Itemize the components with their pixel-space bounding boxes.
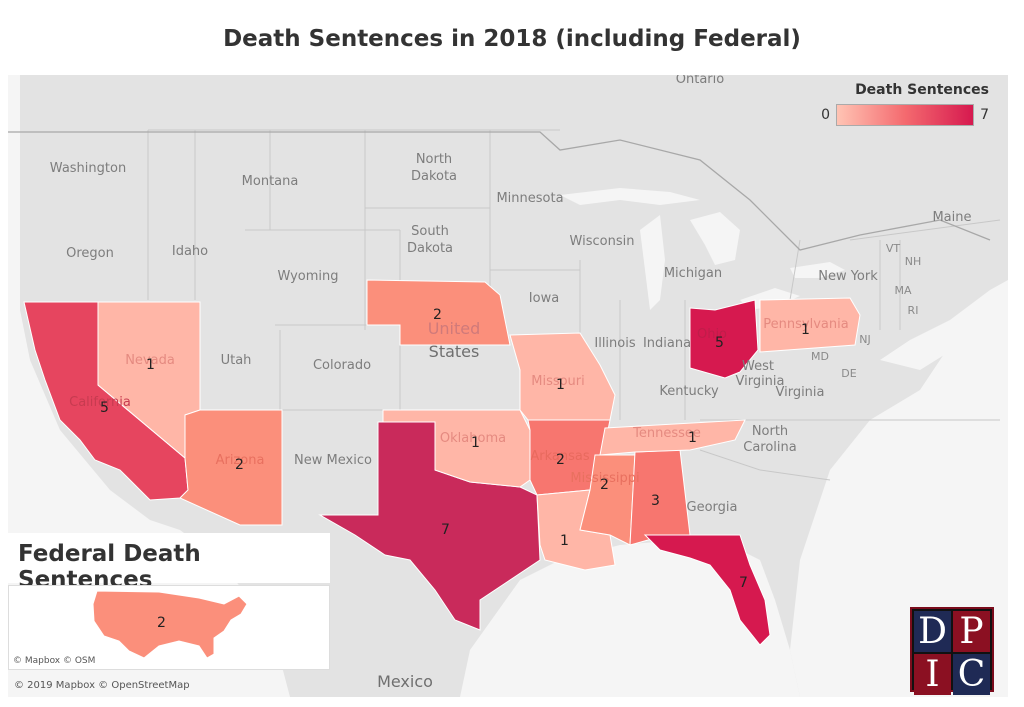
label-oregon: Oregon bbox=[66, 246, 114, 261]
label-montana: Montana bbox=[242, 174, 299, 189]
state-oklahoma[interactable] bbox=[382, 409, 531, 488]
label-utah: Utah bbox=[221, 353, 252, 368]
value-labels: 5 1 2 2 7 1 1 2 1 2 3 1 7 5 1 bbox=[100, 307, 810, 591]
label-ma: MA bbox=[894, 284, 911, 297]
label-colorado: Colorado bbox=[313, 358, 371, 373]
value-arizona: 2 bbox=[235, 457, 244, 473]
legend-bar: 0 7 bbox=[819, 104, 989, 126]
federal-inset-map[interactable]: 2 © Mapbox © OSM bbox=[8, 585, 330, 670]
label-washington: Washington bbox=[50, 161, 126, 176]
label-wyoming: Wyoming bbox=[277, 269, 338, 284]
legend-max: 7 bbox=[980, 107, 989, 123]
label-ontario: Ontario bbox=[676, 75, 724, 87]
value-pennsylvania: 1 bbox=[801, 322, 810, 338]
dpic-logo: D P I C bbox=[910, 607, 994, 695]
inset-credit: © Mapbox © OSM bbox=[13, 656, 96, 666]
label-north-carolina-2: Carolina bbox=[743, 440, 797, 455]
label-iowa: Iowa bbox=[529, 291, 559, 306]
label-georgia: Georgia bbox=[687, 500, 738, 515]
label-illinois: Illinois bbox=[594, 336, 635, 351]
federal-us-shape[interactable] bbox=[92, 590, 248, 659]
label-arkansas: Arkansas bbox=[530, 449, 589, 464]
label-south-dakota: South bbox=[411, 224, 449, 239]
label-arizona: Arizona bbox=[216, 453, 265, 468]
label-new-york: New York bbox=[818, 269, 878, 284]
value-oklahoma: 1 bbox=[471, 435, 480, 451]
label-vt: VT bbox=[886, 242, 901, 255]
label-united-states: United bbox=[428, 319, 481, 338]
label-united-states-2: States bbox=[429, 342, 480, 361]
map-title: Death Sentences in 2018 (including Feder… bbox=[223, 26, 801, 52]
state-ohio[interactable] bbox=[689, 299, 759, 379]
label-kentucky: Kentucky bbox=[659, 384, 719, 399]
label-north-dakota: North bbox=[416, 152, 452, 167]
value-texas: 7 bbox=[441, 522, 450, 538]
label-minnesota: Minnesota bbox=[496, 191, 563, 206]
label-ohio: Ohio bbox=[697, 327, 727, 342]
label-california: California bbox=[69, 395, 131, 410]
value-ohio: 5 bbox=[715, 335, 724, 351]
federal-title-box: Federal Death Sentences bbox=[8, 533, 330, 593]
label-mexico: Mexico bbox=[377, 672, 433, 691]
value-tennessee: 1 bbox=[688, 430, 697, 446]
value-louisiana: 1 bbox=[560, 533, 569, 549]
value-nebraska: 2 bbox=[433, 307, 442, 323]
label-west-virginia: West bbox=[742, 359, 774, 374]
legend-min: 0 bbox=[821, 107, 831, 123]
logo-letter-p: P bbox=[953, 611, 990, 652]
logo-letter-i: I bbox=[914, 654, 951, 695]
label-nevada: Nevada bbox=[125, 353, 175, 368]
label-wisconsin: Wisconsin bbox=[570, 234, 635, 249]
value-california: 5 bbox=[100, 400, 109, 416]
value-missouri: 1 bbox=[556, 377, 565, 393]
label-nh: NH bbox=[905, 255, 922, 268]
state-alabama[interactable] bbox=[629, 449, 691, 546]
legend-title: Death Sentences bbox=[855, 82, 989, 98]
logo-letter-c: C bbox=[953, 654, 990, 695]
label-virginia: Virginia bbox=[775, 385, 824, 400]
value-alabama: 3 bbox=[651, 493, 660, 509]
label-oklahoma: Oklahoma bbox=[440, 431, 506, 446]
label-pennsylvania: Pennsylvania bbox=[763, 317, 848, 332]
value-florida: 7 bbox=[739, 575, 748, 591]
state-nebraska[interactable] bbox=[366, 279, 511, 346]
federal-value: 2 bbox=[157, 615, 166, 631]
label-south-dakota-2: Dakota bbox=[407, 241, 453, 256]
label-missouri: Missouri bbox=[531, 374, 585, 389]
logo-letter-d: D bbox=[914, 611, 951, 652]
label-tennessee: Tennessee bbox=[632, 426, 701, 441]
label-de: DE bbox=[841, 367, 856, 380]
state-tennessee[interactable] bbox=[599, 419, 746, 456]
label-md: MD bbox=[811, 350, 829, 363]
label-new-mexico: New Mexico bbox=[294, 453, 372, 468]
label-west-virginia-2: Virginia bbox=[735, 374, 784, 389]
label-ri: RI bbox=[908, 304, 919, 317]
label-north-dakota-2: Dakota bbox=[411, 169, 457, 184]
label-nj: NJ bbox=[859, 333, 870, 346]
value-nevada: 1 bbox=[146, 357, 155, 373]
legend: Death Sentences 0 7 bbox=[819, 82, 989, 126]
label-mississippi: Mississippi bbox=[570, 471, 639, 486]
state-pennsylvania[interactable] bbox=[759, 297, 861, 353]
state-florida[interactable] bbox=[643, 534, 771, 646]
legend-gradient bbox=[836, 104, 975, 126]
label-indiana: Indiana bbox=[643, 336, 691, 351]
value-arkansas: 2 bbox=[556, 452, 565, 468]
label-idaho: Idaho bbox=[172, 244, 208, 259]
label-north-carolina: North bbox=[752, 424, 788, 439]
label-michigan: Michigan bbox=[664, 266, 722, 281]
label-maine: Maine bbox=[932, 210, 971, 225]
value-mississippi: 2 bbox=[600, 477, 609, 493]
state-arizona[interactable] bbox=[179, 409, 283, 526]
map-credit: © 2019 Mapbox © OpenStreetMap bbox=[14, 680, 190, 691]
